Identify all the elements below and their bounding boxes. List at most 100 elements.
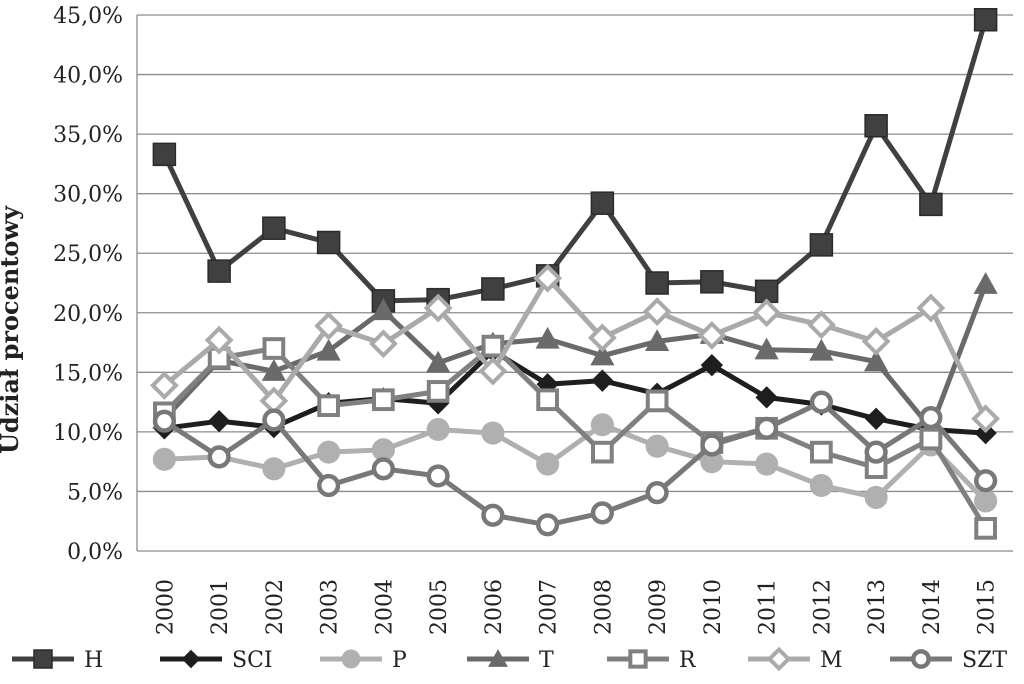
legend-item-m: M bbox=[748, 646, 843, 673]
y-tick-label: 20,0% bbox=[53, 302, 123, 327]
y-tick-label: 45,0% bbox=[53, 4, 123, 29]
x-tick-label: 2005 bbox=[427, 579, 452, 635]
data-point-marker bbox=[590, 191, 615, 215]
series-m bbox=[149, 263, 1001, 434]
y-axis-label: Udział procentowy bbox=[0, 205, 24, 454]
legend-label: P bbox=[392, 648, 407, 673]
data-point-marker bbox=[919, 192, 943, 217]
data-point-marker bbox=[766, 646, 792, 672]
data-point-marker bbox=[204, 325, 234, 355]
x-tick-label: 2003 bbox=[318, 579, 343, 635]
y-tick-label: 15,0% bbox=[53, 361, 123, 386]
data-point-marker bbox=[426, 464, 450, 488]
data-point-marker bbox=[371, 298, 396, 321]
data-point-marker bbox=[809, 233, 834, 257]
data-point-marker bbox=[864, 349, 889, 372]
series-h bbox=[152, 8, 998, 313]
data-point-marker bbox=[262, 408, 286, 432]
data-point-marker bbox=[481, 334, 505, 358]
data-point-marker bbox=[755, 452, 779, 476]
series-line bbox=[161, 17, 989, 304]
data-point-marker bbox=[317, 473, 341, 498]
data-point-marker bbox=[341, 649, 361, 669]
y-tick-label: 25,0% bbox=[53, 242, 123, 267]
data-point-marker bbox=[754, 337, 779, 360]
series-line bbox=[161, 348, 989, 436]
data-point-marker bbox=[861, 326, 891, 356]
data-point-marker bbox=[864, 485, 888, 509]
data-point-marker bbox=[481, 503, 505, 527]
legend-item-szt: SZT bbox=[890, 648, 1007, 673]
x-tick-label: 2007 bbox=[537, 579, 562, 635]
data-point-marker bbox=[314, 311, 344, 341]
legend-item-p: P bbox=[320, 648, 407, 673]
legend-item-t: T bbox=[467, 648, 554, 673]
data-point-marker bbox=[590, 501, 614, 525]
data-point-marker bbox=[864, 440, 888, 464]
x-tick-label: 2004 bbox=[372, 579, 397, 635]
data-point-marker bbox=[755, 416, 779, 440]
data-point-marker bbox=[645, 329, 670, 352]
data-point-marker bbox=[371, 457, 395, 481]
data-point-marker bbox=[426, 350, 451, 373]
data-point-marker bbox=[697, 321, 727, 350]
data-point-marker bbox=[864, 114, 888, 138]
data-point-marker bbox=[423, 293, 453, 323]
data-point-marker bbox=[700, 270, 724, 294]
x-axis-ticks: 2000 2001 2002 2003 2004 2005 2006 2007 2008 2009… bbox=[153, 579, 999, 635]
legend: H SCI P T R M SZT bbox=[12, 646, 1007, 673]
data-point-marker bbox=[809, 338, 834, 361]
data-point-marker bbox=[628, 649, 648, 669]
y-tick-label: 40,0% bbox=[53, 64, 123, 89]
legend-item-r: R bbox=[607, 648, 697, 673]
data-point-marker bbox=[33, 649, 53, 669]
data-point-marker bbox=[317, 440, 341, 464]
data-point-marker bbox=[916, 293, 946, 323]
data-point-marker bbox=[536, 452, 560, 476]
data-point-marker bbox=[911, 649, 931, 669]
legend-label: T bbox=[539, 648, 554, 673]
data-point-marker bbox=[262, 216, 286, 240]
data-point-marker bbox=[371, 438, 395, 462]
data-point-marker bbox=[973, 272, 998, 294]
data-point-marker bbox=[864, 407, 888, 430]
x-tick-label: 2010 bbox=[701, 579, 726, 635]
data-point-marker bbox=[810, 440, 833, 464]
x-tick-label: 2000 bbox=[153, 579, 178, 635]
series-line bbox=[161, 343, 989, 531]
data-point-marker bbox=[645, 434, 669, 458]
x-tick-label: 2006 bbox=[482, 579, 507, 635]
series-line bbox=[161, 399, 989, 528]
data-point-marker bbox=[149, 371, 179, 400]
data-point-marker bbox=[587, 323, 617, 353]
data-point-marker bbox=[317, 394, 340, 418]
legend-label: M bbox=[820, 648, 843, 673]
data-point-marker bbox=[809, 390, 833, 414]
data-point-marker bbox=[919, 405, 943, 430]
data-point-marker bbox=[536, 513, 560, 537]
legend-label: SZT bbox=[962, 648, 1007, 673]
data-point-marker bbox=[645, 389, 669, 413]
x-tick-label: 2012 bbox=[810, 579, 835, 635]
data-point-marker bbox=[481, 277, 505, 301]
series-lines bbox=[149, 8, 1001, 540]
x-tick-label: 2011 bbox=[756, 579, 781, 635]
data-point-marker bbox=[755, 386, 778, 409]
y-tick-label: 35,0% bbox=[53, 123, 123, 148]
legend-label: R bbox=[679, 648, 697, 673]
y-axis-ticks: 0,0% 5,0% 10,0% 15,0% 20,0% 25,0% 30,0% 35,0% 40… bbox=[53, 4, 123, 565]
data-point-marker bbox=[261, 359, 286, 381]
data-point-marker bbox=[207, 410, 231, 433]
data-point-marker bbox=[974, 489, 998, 513]
data-point-marker bbox=[481, 421, 505, 445]
data-point-marker bbox=[973, 8, 998, 32]
data-point-marker bbox=[700, 433, 724, 457]
x-tick-label: 2008 bbox=[591, 579, 616, 635]
series-line bbox=[161, 422, 989, 504]
data-point-marker bbox=[591, 369, 614, 392]
data-point-marker bbox=[368, 329, 398, 359]
data-point-marker bbox=[316, 338, 341, 361]
data-point-marker bbox=[645, 271, 669, 295]
y-tick-label: 5,0% bbox=[67, 480, 123, 505]
